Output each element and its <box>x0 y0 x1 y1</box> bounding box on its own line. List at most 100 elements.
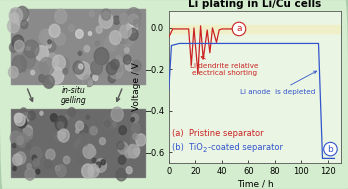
Circle shape <box>101 9 111 20</box>
Circle shape <box>27 164 31 169</box>
Circle shape <box>21 20 28 29</box>
Circle shape <box>44 75 55 87</box>
Circle shape <box>28 111 35 120</box>
Circle shape <box>17 117 27 128</box>
Circle shape <box>55 33 65 45</box>
Circle shape <box>22 113 30 122</box>
Circle shape <box>123 55 131 64</box>
Circle shape <box>49 24 60 37</box>
Circle shape <box>16 6 29 21</box>
Circle shape <box>125 61 133 71</box>
Circle shape <box>111 60 119 69</box>
Circle shape <box>111 107 123 122</box>
Circle shape <box>116 168 127 181</box>
Circle shape <box>116 55 121 61</box>
Circle shape <box>14 113 22 123</box>
Circle shape <box>86 115 89 119</box>
FancyBboxPatch shape <box>11 109 146 178</box>
Circle shape <box>131 114 139 122</box>
Circle shape <box>78 51 81 55</box>
Circle shape <box>53 55 65 70</box>
Circle shape <box>69 25 74 31</box>
Circle shape <box>99 12 113 28</box>
Circle shape <box>25 168 35 180</box>
Circle shape <box>8 19 19 33</box>
Circle shape <box>118 142 128 154</box>
Circle shape <box>94 48 109 65</box>
Circle shape <box>119 13 129 25</box>
Circle shape <box>134 148 139 155</box>
Circle shape <box>27 46 30 51</box>
Circle shape <box>79 64 83 69</box>
Circle shape <box>8 67 18 78</box>
Circle shape <box>90 150 94 155</box>
Circle shape <box>13 34 20 43</box>
Circle shape <box>40 111 43 115</box>
Circle shape <box>56 57 69 72</box>
Circle shape <box>13 167 16 171</box>
Circle shape <box>120 58 125 64</box>
Circle shape <box>15 40 24 52</box>
Circle shape <box>10 131 22 145</box>
Circle shape <box>60 131 68 141</box>
Circle shape <box>32 155 37 161</box>
Circle shape <box>68 108 76 117</box>
Circle shape <box>112 122 117 127</box>
Circle shape <box>57 122 64 129</box>
Circle shape <box>104 36 117 51</box>
Text: a: a <box>236 24 242 33</box>
Circle shape <box>48 42 56 51</box>
Circle shape <box>130 133 139 144</box>
Circle shape <box>78 133 89 146</box>
Circle shape <box>96 162 101 168</box>
Circle shape <box>109 62 123 79</box>
Circle shape <box>88 148 96 156</box>
Circle shape <box>55 116 67 130</box>
Circle shape <box>96 26 102 33</box>
Circle shape <box>84 46 89 52</box>
X-axis label: Time / h: Time / h <box>237 179 273 188</box>
Circle shape <box>23 129 27 134</box>
Circle shape <box>12 143 16 148</box>
Circle shape <box>126 167 132 174</box>
Circle shape <box>83 76 92 86</box>
Circle shape <box>30 147 42 160</box>
Circle shape <box>10 13 19 23</box>
Circle shape <box>46 149 55 160</box>
Circle shape <box>63 156 70 164</box>
Circle shape <box>57 131 65 140</box>
Circle shape <box>88 32 92 36</box>
Circle shape <box>54 134 61 142</box>
Bar <box>169 25 341 33</box>
Circle shape <box>12 56 26 72</box>
Circle shape <box>83 144 95 158</box>
Circle shape <box>104 120 110 127</box>
Circle shape <box>133 133 138 140</box>
Circle shape <box>110 31 121 45</box>
Circle shape <box>125 35 132 43</box>
Circle shape <box>92 158 96 163</box>
Text: in-situ
gelling: in-situ gelling <box>61 86 87 105</box>
Circle shape <box>103 116 115 131</box>
Text: (b)  TiO: (b) TiO <box>172 143 203 152</box>
Circle shape <box>36 169 40 174</box>
Circle shape <box>73 61 84 74</box>
Circle shape <box>31 70 34 75</box>
Circle shape <box>23 128 33 140</box>
Circle shape <box>43 75 54 88</box>
Circle shape <box>73 143 78 148</box>
Circle shape <box>126 8 141 25</box>
Circle shape <box>16 133 28 147</box>
Circle shape <box>125 47 129 53</box>
Circle shape <box>88 70 95 78</box>
Circle shape <box>132 123 140 133</box>
Circle shape <box>16 136 24 144</box>
Circle shape <box>130 124 139 134</box>
Circle shape <box>95 159 106 172</box>
Circle shape <box>59 130 66 138</box>
Circle shape <box>22 68 26 72</box>
Circle shape <box>93 75 98 81</box>
Circle shape <box>56 165 66 177</box>
Text: Li anode  is depleted: Li anode is depleted <box>240 71 317 95</box>
Text: -coated separator: -coated separator <box>207 143 283 152</box>
